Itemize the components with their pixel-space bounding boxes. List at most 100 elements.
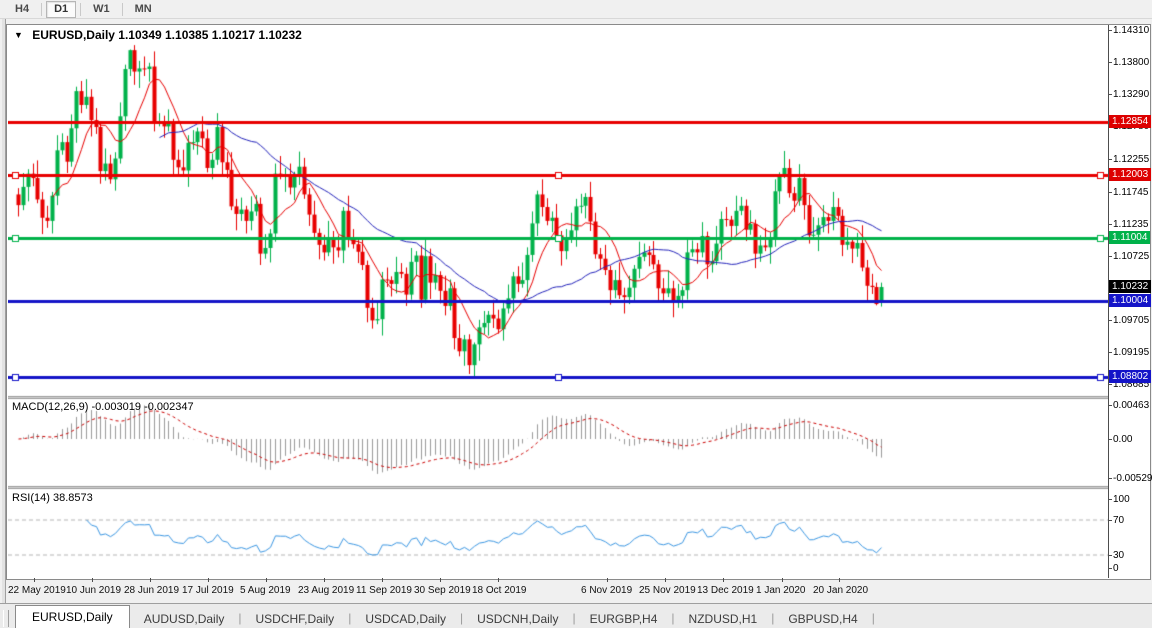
date-tick [34,578,35,582]
chart-tab-usdcad[interactable]: USDCAD,Daily [365,612,446,626]
chart-tab-nzdusd[interactable]: NZDUSD,H1 [688,612,758,626]
tab-separator: | [238,611,242,625]
axis-tick [1108,384,1112,385]
price-axis-label: 1.08685 [1113,379,1150,390]
price-tag-1.10004: 1.10004 [1109,294,1152,307]
timeframe-button-h4[interactable]: H4 [15,2,30,15]
tab-separator: | [348,611,352,625]
symbol-dropdown-icon[interactable]: ▼ [14,30,23,40]
date-axis-label: 1 Jan 2020 [756,585,806,596]
window-left-edge [2,19,6,603]
date-tick [208,578,209,582]
date-axis-label: 6 Nov 2019 [581,585,633,596]
axis-tick [1108,478,1112,479]
price-tag-1.12854: 1.12854 [1109,115,1152,128]
date-axis-label: 23 Aug 2019 [298,585,355,596]
tab-separator: | [671,611,675,625]
date-tick [839,578,840,582]
price-axis-label: 1.11235 [1113,219,1149,230]
timeframe-button-d1[interactable]: D1 [46,0,77,18]
price-axis-line [1108,25,1109,578]
price-axis-label: 1.10725 [1113,251,1150,262]
chart-tab-usdcnh[interactable]: USDCNH,Daily [477,612,559,626]
timeframe-button-mn[interactable]: MN [134,2,152,15]
axis-tick [1108,555,1112,556]
macd-axis-label: -0.005299 [1113,473,1152,484]
date-axis-label: 22 May 2019 [8,585,66,596]
date-tick [324,578,325,582]
macd-axis-label: 0.00463 [1113,400,1150,411]
chart-title: ▼ EURUSD,Daily 1.10349 1.10385 1.10217 1… [14,28,302,42]
price-axis-label: 1.13290 [1113,89,1150,100]
date-axis-label: 20 Jan 2020 [813,585,869,596]
date-tick [723,578,724,582]
price-axis-label: 1.14310 [1113,25,1150,36]
tab-separator: | [771,611,775,625]
toolbar-separator [41,2,43,16]
axis-tick [1108,568,1112,569]
macd-axis-label: 0.00 [1113,434,1133,445]
axis-tick [1108,94,1112,95]
date-axis-label: 10 Jun 2019 [66,585,122,596]
rsi-axis-label: 30 [1113,550,1125,561]
date-tick [782,578,783,582]
tab-bar-gripper[interactable] [3,610,9,627]
price-axis-label: 1.13800 [1113,57,1150,68]
date-tick [92,578,93,582]
axis-tick [1108,30,1112,31]
rsi-axis-label: 100 [1113,494,1130,505]
price-tag-1.11004: 1.11004 [1109,231,1151,244]
price-axis-label: 1.09195 [1113,347,1150,358]
chart-tab-usdchf[interactable]: USDCHF,Daily [255,612,335,626]
axis-tick [1108,320,1112,321]
axis-tick [1108,159,1112,160]
axis-tick [1108,352,1112,353]
price-axis-label: 1.12255 [1113,154,1150,165]
price-tag-1.10232: 1.10232 [1109,280,1152,293]
date-tick [665,578,666,582]
axis-tick [1108,520,1112,521]
date-axis-label: 13 Dec 2019 [697,585,754,596]
date-axis-label: 18 Oct 2019 [472,585,527,596]
date-axis-label: 5 Aug 2019 [240,585,291,596]
axis-tick [1108,192,1112,193]
axis-tick [1108,256,1112,257]
price-axis-label: 1.11745 [1113,187,1149,198]
price-tag-1.12003: 1.12003 [1109,168,1152,181]
macd-indicator-label: MACD(12,26,9) -0.003019 -0.002347 [12,401,194,413]
axis-tick [1108,62,1112,63]
date-tick [498,578,499,582]
timeframe-button-w1[interactable]: W1 [93,2,110,15]
price-tag-1.08802: 1.08802 [1109,370,1152,383]
tab-separator: | [572,611,576,625]
axis-tick [1108,439,1112,440]
chart-symbol-label: EURUSD,Daily [32,28,115,42]
chart-tab-eurgbp[interactable]: EURGBP,H4 [589,612,658,626]
axis-tick [1108,499,1112,500]
axis-tick [1108,224,1112,225]
price-axis-label: 1.09705 [1113,315,1150,326]
chart-tab-bar: EURUSD,Daily AUDUSD,Daily | USDCHF,Daily | US… [0,603,1152,628]
axis-tick [1108,405,1112,406]
date-tick [266,578,267,582]
date-tick [150,578,151,582]
date-axis-label: 28 Jun 2019 [124,585,180,596]
timeframe-toolbar: H4 D1 W1 MN [0,0,1152,19]
tab-separator: | [460,611,464,625]
chart-tab-eurusd[interactable]: EURUSD,Daily [15,605,130,628]
price-chart-canvas[interactable] [8,25,1108,578]
toolbar-separator [121,2,123,16]
date-axis-label: 25 Nov 2019 [639,585,696,596]
date-axis-label: 17 Jul 2019 [182,585,234,596]
date-tick [607,578,608,582]
chart-tab-audusd[interactable]: AUDUSD,Daily [143,612,225,626]
date-tick [440,578,441,582]
rsi-axis-label: 0 [1113,563,1119,574]
toolbar-separator [80,2,82,16]
date-axis-label: 30 Sep 2019 [414,585,471,596]
chart-tab-gbpusd[interactable]: GBPUSD,H4 [788,612,858,626]
date-tick [382,578,383,582]
rsi-axis-label: 70 [1113,515,1125,526]
chart-ohlc-values: 1.10349 1.10385 1.10217 1.10232 [118,28,302,42]
